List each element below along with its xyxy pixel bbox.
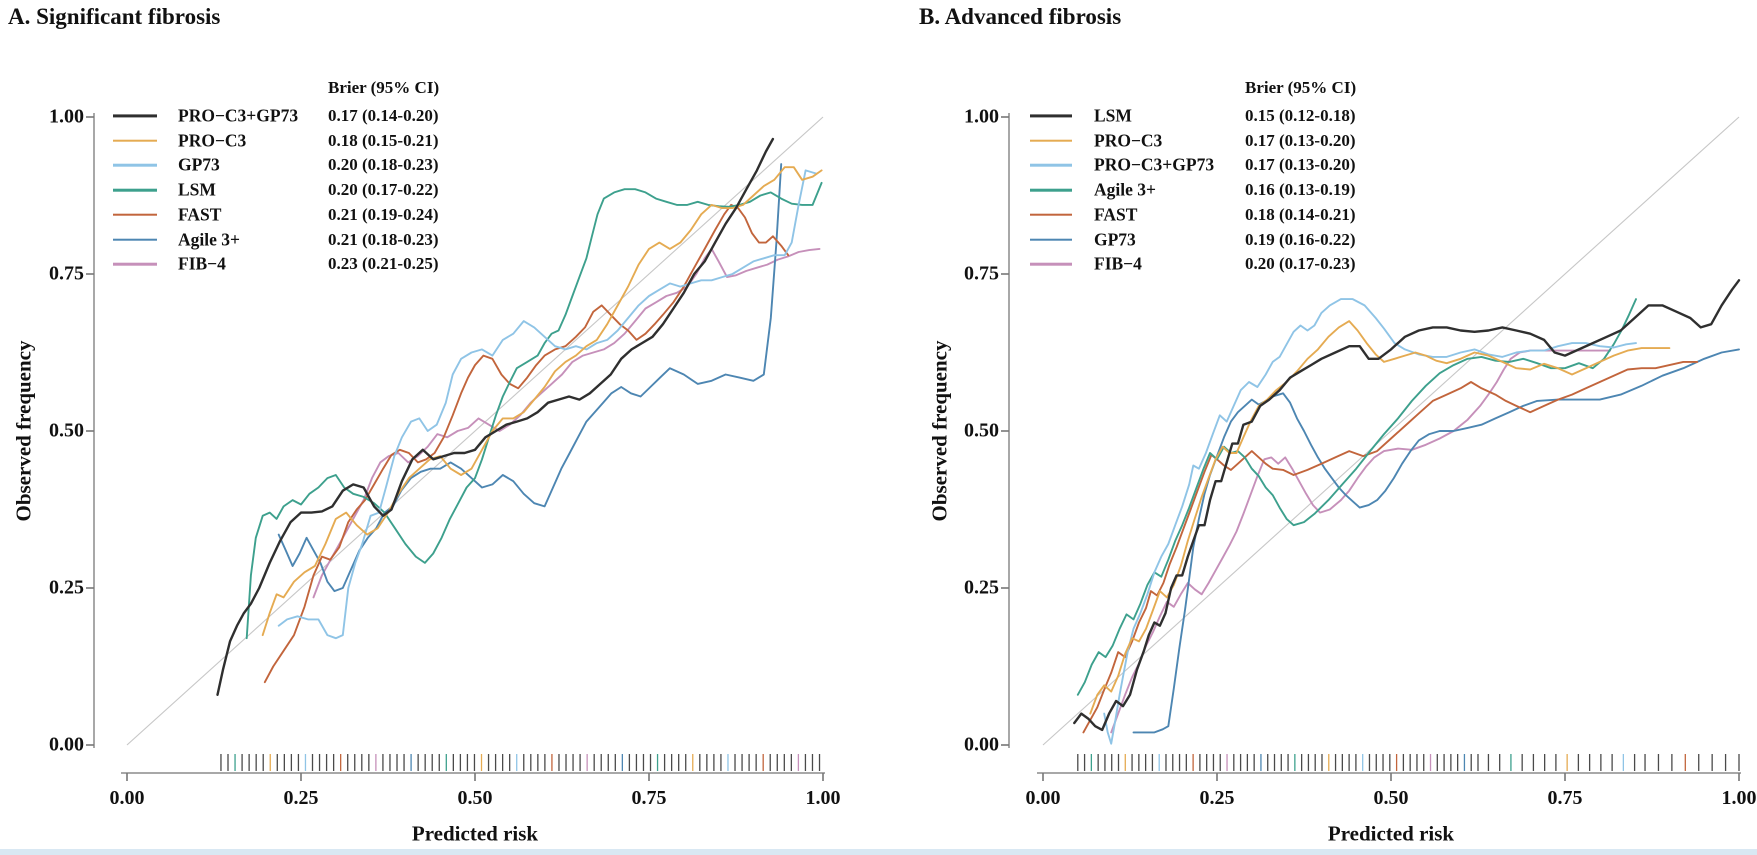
legend-series-name: Agile 3+ [178,229,240,249]
legend-swatch [1030,262,1072,266]
legend-swatch [1030,188,1072,192]
series-line-lsm [1073,279,1741,732]
panel-a-title: A. Significant fibrosis [8,4,221,29]
legend-series-name: PRO−C3 [1094,130,1163,151]
legend-swatch [113,164,157,167]
legend-brier-value: 0.16 (0.13-0.19) [1245,180,1356,200]
series-line-pro-c3-gp73 [1103,298,1637,745]
legend-brier-value: 0.21 (0.18-0.23) [328,229,439,249]
y-tick-label: 0.50 [49,419,84,442]
panel-b-x-axis-label: Predicted risk [1327,821,1455,846]
legend-series-name: PRO−C3 [178,130,247,151]
legend-swatch [1030,213,1072,217]
legend-swatch [1030,164,1072,167]
panel-b-title: B. Advanced fibrosis [919,4,1122,29]
legend-swatch [113,238,157,241]
legend-brier-value: 0.19 (0.16-0.22) [1245,229,1356,249]
series-line-gp73 [277,169,817,640]
legend-brier-value: 0.17 (0.14-0.20) [328,106,439,125]
legend-brier-value: 0.15 (0.12-0.18) [1245,106,1356,125]
legend-series-name: PRO−C3+GP73 [1094,154,1215,175]
series-line-agile-3- [1076,298,1637,696]
x-tick-label: 0.75 [1547,787,1583,809]
legend-brier-value: 0.20 (0.17-0.23) [1245,254,1356,274]
y-tick-label: 0.25 [49,576,84,599]
series-line-pro-c3 [1089,320,1671,715]
y-tick-label: 0.50 [964,419,999,442]
legend-series-name: Agile 3+ [1094,179,1156,200]
panel-b-brier-header: Brier (95% CI) [1245,78,1357,97]
legend-series-name: PRO−C3+GP73 [178,105,299,126]
ideal-calibration-line [126,116,824,746]
legend-series-name: FAST [178,204,222,225]
legend-series-name: FIB−4 [1094,253,1142,274]
panel-a-x-axis-label: Predicted risk [411,821,539,846]
legend-brier-value: 0.18 (0.15-0.21) [328,130,439,150]
legend-series-name: LSM [1094,105,1132,126]
legend-brier-value: 0.17 (0.13-0.20) [1245,130,1356,150]
x-tick-label: 1.00 [1721,787,1757,809]
legend-swatch [1030,139,1072,142]
series-line-lsm [245,181,823,640]
x-tick-label: 0.50 [457,787,493,809]
x-tick-label: 1.00 [805,787,841,809]
x-tick-label: 0.00 [1025,787,1061,809]
series-line-pro-c3 [261,166,823,637]
y-tick-label: 1.00 [49,105,84,128]
series-line-pro-c3-gp73 [216,137,775,696]
legend-swatch [113,114,157,118]
legend-swatch [113,262,157,266]
x-tick-label: 0.50 [1373,787,1409,809]
legend-brier-value: 0.20 (0.18-0.23) [328,155,439,175]
series-line-fast [1082,360,1699,734]
legend-brier-value: 0.23 (0.21-0.25) [328,254,439,274]
y-tick-label: 0.75 [964,262,999,285]
series-line-fib-4 [1110,349,1612,734]
legend-brier-value: 0.17 (0.13-0.20) [1245,155,1356,175]
series-line-gp73 [1132,348,1740,734]
y-tick-label: 0.00 [964,733,999,756]
series-line-fib-4 [312,247,821,599]
x-tick-label: 0.00 [109,787,145,809]
legend-brier-value: 0.18 (0.14-0.21) [1245,204,1356,224]
bottom-edge-strip [0,849,1757,855]
series-line-fast [263,203,790,684]
legend-brier-value: 0.21 (0.19-0.24) [328,204,439,224]
x-tick-label: 0.75 [631,787,667,809]
series-line-agile-3- [277,163,783,593]
legend-series-name: GP73 [1094,229,1136,249]
x-tick-label: 0.25 [1199,787,1235,809]
y-tick-label: 0.75 [49,262,84,285]
legend-series-name: GP73 [178,154,220,175]
legend-swatch [113,188,157,192]
legend-swatch [113,213,157,217]
legend-series-name: LSM [178,179,216,200]
y-tick-label: 0.25 [964,576,999,599]
legend-series-name: FIB−4 [178,253,226,274]
x-tick-label: 0.25 [283,787,319,809]
y-tick-label: 1.00 [964,105,999,128]
legend-brier-value: 0.20 (0.17-0.22) [328,180,439,200]
y-tick-label: 0.00 [49,733,84,756]
legend-series-name: FAST [1094,204,1138,225]
legend-swatch [1030,114,1072,118]
ideal-calibration-line [1042,116,1740,746]
legend-swatch [113,139,157,142]
panel-a-brier-header: Brier (95% CI) [328,78,440,97]
legend-swatch [1030,238,1072,241]
